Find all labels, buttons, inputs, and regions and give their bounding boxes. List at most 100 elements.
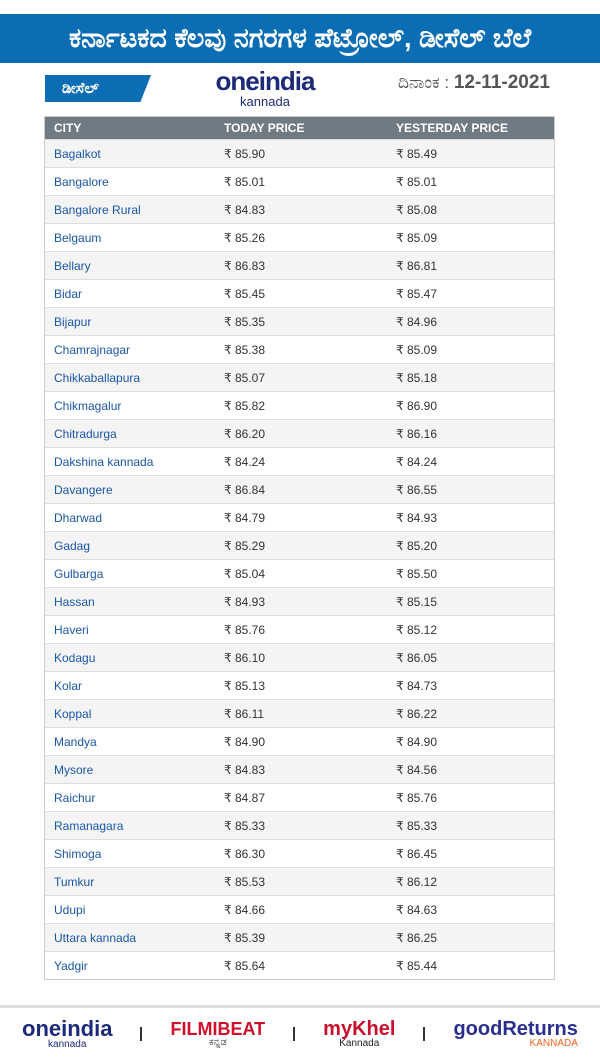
- today-price-cell: ₹ 84.87: [224, 790, 265, 805]
- city-cell: Chamrajnagar: [54, 342, 131, 357]
- divider: [293, 1027, 296, 1041]
- logo-sub: ಕನ್ನಡ: [208, 1037, 227, 1048]
- city-cell: Mandya: [54, 734, 97, 749]
- table-row: Koppal ₹ 86.11 ₹ 86.22: [45, 699, 554, 727]
- city-cell: Kolar: [54, 678, 83, 693]
- today-price-cell: ₹ 85.64: [224, 958, 265, 973]
- city-cell: Hassan: [54, 594, 95, 609]
- yesterday-price-cell: ₹ 85.12: [396, 622, 437, 637]
- yesterday-price-cell: ₹ 85.18: [396, 370, 437, 385]
- yesterday-price-cell: ₹ 85.50: [396, 566, 437, 581]
- table-row: Belgaum ₹ 85.26 ₹ 85.09: [45, 223, 554, 251]
- yesterday-price-cell: ₹ 85.47: [396, 286, 437, 301]
- yesterday-price-cell: ₹ 86.05: [396, 650, 437, 665]
- table-row: Uttara kannada ₹ 85.39 ₹ 86.25: [45, 923, 554, 951]
- table-row: Dharwad ₹ 84.79 ₹ 84.93: [45, 503, 554, 531]
- mykhel-logo[interactable]: myKhel Kannada: [323, 1019, 395, 1049]
- table-row: Chikmagalur ₹ 85.82 ₹ 86.90: [45, 391, 554, 419]
- yesterday-price-cell: ₹ 85.09: [396, 230, 437, 245]
- yesterday-price-cell: ₹ 84.73: [396, 678, 437, 693]
- today-price-cell: ₹ 85.45: [224, 286, 265, 301]
- city-cell: Bellary: [54, 258, 91, 273]
- table-row: Gulbarga ₹ 85.04 ₹ 85.50: [45, 559, 554, 587]
- logo-text: oneindia: [22, 1016, 113, 1041]
- today-price-cell: ₹ 85.39: [224, 930, 265, 945]
- yesterday-price-cell: ₹ 84.96: [396, 314, 437, 329]
- today-price-cell: ₹ 84.83: [224, 202, 265, 217]
- city-cell: Yadgir: [54, 958, 88, 973]
- city-cell: Chitradurga: [54, 426, 117, 441]
- today-price-cell: ₹ 86.30: [224, 846, 265, 861]
- city-cell: Haveri: [54, 622, 89, 637]
- today-price-cell: ₹ 85.26: [224, 230, 265, 245]
- today-price-cell: ₹ 85.29: [224, 538, 265, 553]
- date-display: ದಿನಾಂಕ : 12-11-2021: [398, 72, 550, 94]
- today-price-cell: ₹ 85.04: [224, 566, 265, 581]
- date-value: 12-11-2021: [453, 72, 550, 93]
- yesterday-price-cell: ₹ 86.81: [396, 258, 437, 273]
- city-cell: Udupi: [54, 902, 86, 917]
- table-row: Chitradurga ₹ 86.20 ₹ 86.16: [45, 419, 554, 447]
- table-row: Kodagu ₹ 86.10 ₹ 86.05: [45, 643, 554, 671]
- yesterday-price-cell: ₹ 86.12: [396, 874, 437, 889]
- today-price-cell: ₹ 86.10: [224, 650, 265, 665]
- table-body: Bagalkot ₹ 85.90 ₹ 85.49 Bangalore ₹ 85.01 ₹ …: [45, 139, 554, 979]
- table-header: CITY TODAY PRICE YESTERDAY PRICE: [45, 117, 554, 139]
- yesterday-price-cell: ₹ 86.25: [396, 930, 437, 945]
- table-row: Mysore ₹ 84.83 ₹ 84.56: [45, 755, 554, 783]
- city-cell: Koppal: [54, 706, 92, 721]
- logo-text: myKhel: [323, 1018, 396, 1040]
- table-row: Tumkur ₹ 85.53 ₹ 86.12: [45, 867, 554, 895]
- city-cell: Ramanagara: [54, 818, 124, 833]
- table-row: Bagalkot ₹ 85.90 ₹ 85.49: [45, 139, 554, 167]
- city-cell: Bangalore Rural: [54, 202, 141, 217]
- table-row: Chikkaballapura ₹ 85.07 ₹ 85.18: [45, 363, 554, 391]
- goodreturns-logo[interactable]: goodReturns KANNADA: [453, 1019, 577, 1049]
- table-row: Bangalore Rural ₹ 84.83 ₹ 85.08: [45, 195, 554, 223]
- logo-text: goodReturns: [453, 1018, 578, 1040]
- city-cell: Belgaum: [54, 230, 102, 245]
- oneindia-logo[interactable]: oneindia kannada: [22, 1018, 112, 1050]
- today-price-cell: ₹ 85.07: [224, 370, 265, 385]
- today-price-cell: ₹ 84.66: [224, 902, 265, 917]
- yesterday-price-cell: ₹ 85.09: [396, 342, 437, 357]
- city-cell: Bijapur: [54, 314, 92, 329]
- today-price-cell: ₹ 86.20: [224, 426, 265, 441]
- logo-text: FILMIBEAT: [170, 1019, 266, 1039]
- table-row: Hassan ₹ 84.93 ₹ 85.15: [45, 587, 554, 615]
- today-price-cell: ₹ 85.38: [224, 342, 265, 357]
- yesterday-price-cell: ₹ 85.08: [396, 202, 437, 217]
- table-row: Raichur ₹ 84.87 ₹ 85.76: [45, 783, 554, 811]
- yesterday-price-cell: ₹ 84.90: [396, 734, 437, 749]
- today-price-cell: ₹ 84.93: [224, 594, 265, 609]
- today-price-cell: ₹ 85.33: [224, 818, 265, 833]
- today-price-cell: ₹ 85.53: [224, 874, 265, 889]
- city-cell: Shimoga: [54, 846, 102, 861]
- table-row: Ramanagara ₹ 85.33 ₹ 85.33: [45, 811, 554, 839]
- table-row: Davangere ₹ 86.84 ₹ 86.55: [45, 475, 554, 503]
- today-price-cell: ₹ 85.13: [224, 678, 265, 693]
- city-cell: Mysore: [54, 762, 94, 777]
- city-cell: Davangere: [54, 482, 113, 497]
- filmibeat-logo[interactable]: FILMIBEAT ಕನ್ನಡ: [170, 1020, 265, 1048]
- yesterday-price-cell: ₹ 84.63: [396, 902, 437, 917]
- yesterday-price-cell: ₹ 85.49: [396, 146, 437, 161]
- table-row: Yadgir ₹ 85.64 ₹ 85.44: [45, 951, 554, 979]
- logo-sub: kannada: [48, 1039, 87, 1050]
- yesterday-price-cell: ₹ 86.22: [396, 706, 437, 721]
- fuel-type-badge: ಡೀಸೆಲ್: [45, 75, 151, 102]
- today-price-cell: ₹ 86.11: [224, 706, 265, 721]
- today-price-cell: ₹ 84.79: [224, 510, 265, 525]
- yesterday-price-cell: ₹ 84.24: [396, 454, 437, 469]
- today-price-cell: ₹ 85.01: [224, 174, 265, 189]
- today-price-cell: ₹ 85.82: [224, 398, 265, 413]
- city-cell: Gadag: [54, 538, 91, 553]
- city-cell: Bagalkot: [54, 146, 101, 161]
- yesterday-price-cell: ₹ 85.15: [396, 594, 437, 609]
- yesterday-price-cell: ₹ 85.20: [396, 538, 437, 553]
- table-row: Gadag ₹ 85.29 ₹ 85.20: [45, 531, 554, 559]
- column-header-city: CITY: [54, 121, 82, 135]
- today-price-cell: ₹ 85.76: [224, 622, 265, 637]
- table-row: Dakshina kannada ₹ 84.24 ₹ 84.24: [45, 447, 554, 475]
- city-cell: Uttara kannada: [54, 930, 137, 945]
